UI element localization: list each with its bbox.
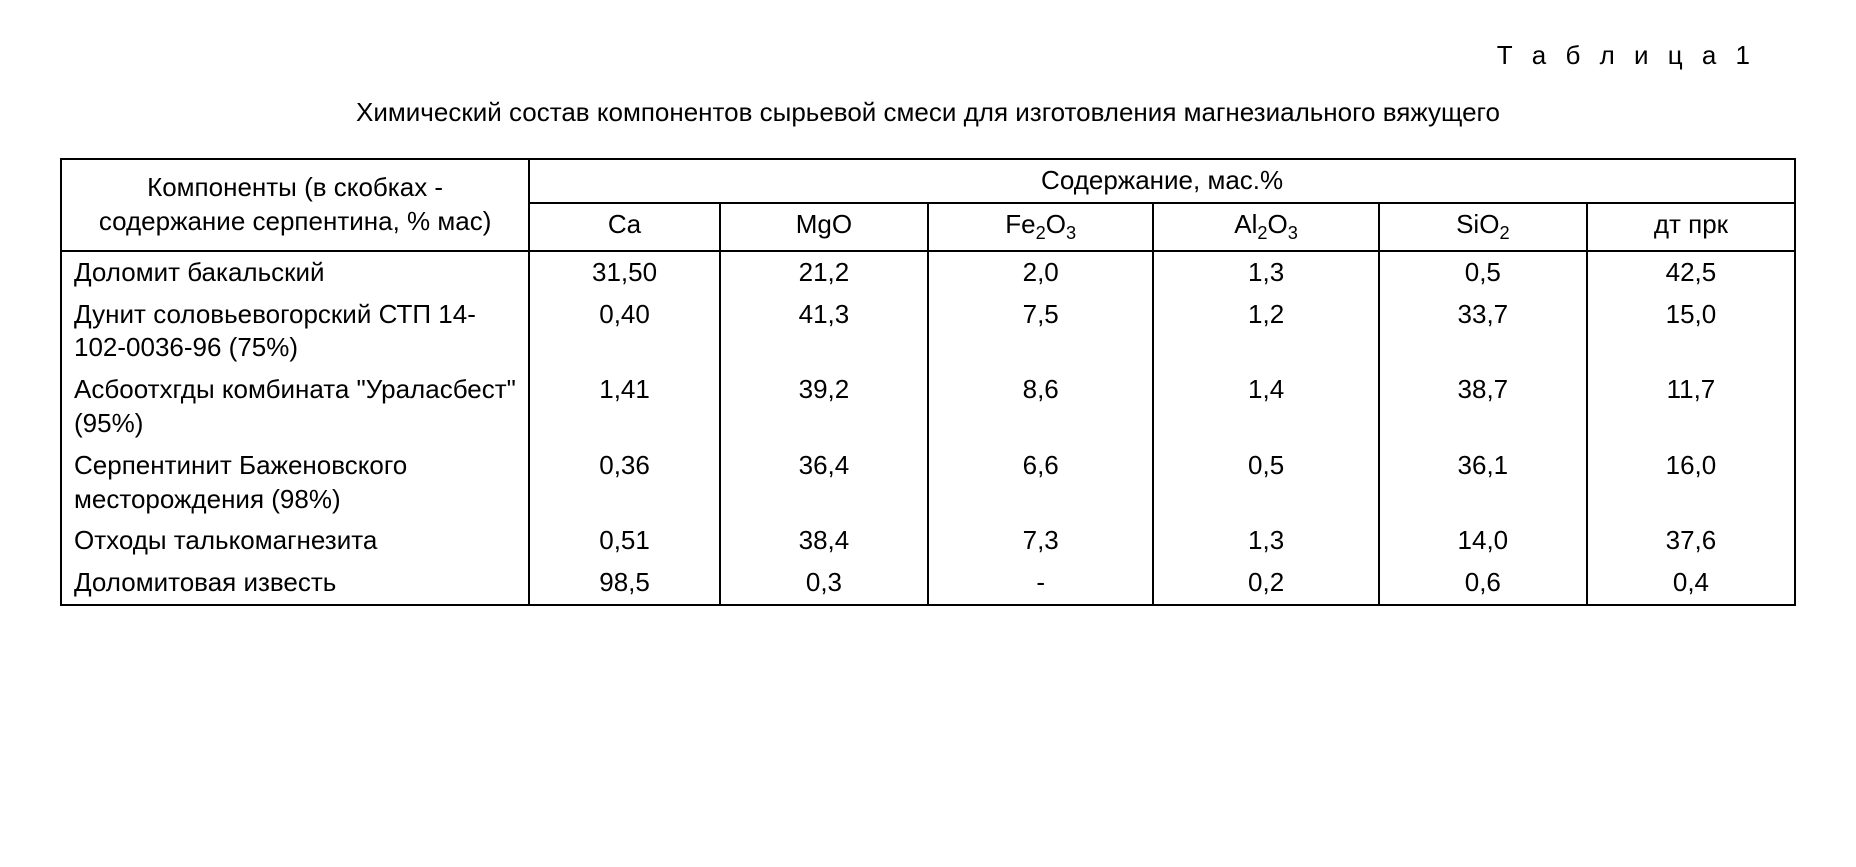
cell-al: 0,5 — [1153, 445, 1378, 521]
cell-fe: - — [928, 562, 1153, 605]
cell-ca: 0,40 — [529, 294, 720, 370]
table-row: Дунит соловьевогорский СТП 14-102-0036-9… — [61, 294, 1795, 370]
fe2o3-sub1: 2 — [1036, 223, 1046, 243]
table-row: Доломит бакальский 31,50 21,2 2,0 1,3 0,… — [61, 251, 1795, 294]
fe2o3-pre: Fe — [1005, 209, 1035, 239]
cell-al: 0,2 — [1153, 562, 1378, 605]
cell-si: 33,7 — [1379, 294, 1587, 370]
cell-al: 1,3 — [1153, 520, 1378, 562]
cell-component: Серпентинит Баженовского месторождения (… — [61, 445, 529, 521]
cell-component: Асбоотхгды комбината "Ураласбест" (95%) — [61, 369, 529, 445]
al2o3-pre: Al — [1234, 209, 1257, 239]
cell-dt: 16,0 — [1587, 445, 1795, 521]
cell-al: 1,3 — [1153, 251, 1378, 294]
cell-si: 0,6 — [1379, 562, 1587, 605]
table-row: Доломитовая известь 98,5 0,3 - 0,2 0,6 0… — [61, 562, 1795, 605]
cell-si: 38,7 — [1379, 369, 1587, 445]
cell-fe: 7,3 — [928, 520, 1153, 562]
cell-ca: 0,36 — [529, 445, 720, 521]
header-dtprk: дт прк — [1587, 203, 1795, 251]
cell-ca: 31,50 — [529, 251, 720, 294]
table-row: Отходы талькомагнезита 0,51 38,4 7,3 1,3… — [61, 520, 1795, 562]
cell-fe: 7,5 — [928, 294, 1153, 370]
table-number-label: Т а б л и ц а 1 — [60, 40, 1796, 71]
cell-fe: 2,0 — [928, 251, 1153, 294]
cell-si: 14,0 — [1379, 520, 1587, 562]
table-caption: Химический состав компонентов сырьевой с… — [178, 95, 1678, 130]
sio2-pre: SiO — [1456, 209, 1499, 239]
cell-mgo: 38,4 — [720, 520, 928, 562]
fe2o3-sub2: 3 — [1066, 223, 1076, 243]
cell-si: 0,5 — [1379, 251, 1587, 294]
al2o3-mid: O — [1268, 209, 1288, 239]
cell-mgo: 0,3 — [720, 562, 928, 605]
header-al2o3: Al2O3 — [1153, 203, 1378, 251]
cell-dt: 42,5 — [1587, 251, 1795, 294]
cell-dt: 37,6 — [1587, 520, 1795, 562]
cell-mgo: 41,3 — [720, 294, 928, 370]
cell-component: Доломит бакальский — [61, 251, 529, 294]
cell-fe: 6,6 — [928, 445, 1153, 521]
sio2-sub: 2 — [1499, 223, 1509, 243]
cell-ca: 1,41 — [529, 369, 720, 445]
cell-mgo: 21,2 — [720, 251, 928, 294]
fe2o3-mid: O — [1046, 209, 1066, 239]
cell-si: 36,1 — [1379, 445, 1587, 521]
header-ca: Ca — [529, 203, 720, 251]
cell-dt: 15,0 — [1587, 294, 1795, 370]
table-row: Асбоотхгды комбината "Ураласбест" (95%) … — [61, 369, 1795, 445]
header-content-group: Содержание, мас.% — [529, 159, 1795, 203]
cell-al: 1,4 — [1153, 369, 1378, 445]
cell-al: 1,2 — [1153, 294, 1378, 370]
composition-table: Компоненты (в скобках - содержание серпе… — [60, 158, 1796, 606]
al2o3-sub1: 2 — [1257, 223, 1267, 243]
cell-component: Доломитовая известь — [61, 562, 529, 605]
cell-component: Дунит соловьевогорский СТП 14-102-0036-9… — [61, 294, 529, 370]
cell-ca: 98,5 — [529, 562, 720, 605]
cell-dt: 0,4 — [1587, 562, 1795, 605]
cell-mgo: 36,4 — [720, 445, 928, 521]
al2o3-sub2: 3 — [1288, 223, 1298, 243]
table-row: Серпентинит Баженовского месторождения (… — [61, 445, 1795, 521]
cell-dt: 11,7 — [1587, 369, 1795, 445]
cell-component: Отходы талькомагнезита — [61, 520, 529, 562]
cell-ca: 0,51 — [529, 520, 720, 562]
header-sio2: SiO2 — [1379, 203, 1587, 251]
cell-fe: 8,6 — [928, 369, 1153, 445]
header-mgo: MgO — [720, 203, 928, 251]
header-fe2o3: Fe2O3 — [928, 203, 1153, 251]
cell-mgo: 39,2 — [720, 369, 928, 445]
header-components: Компоненты (в скобках - содержание серпе… — [61, 159, 529, 251]
